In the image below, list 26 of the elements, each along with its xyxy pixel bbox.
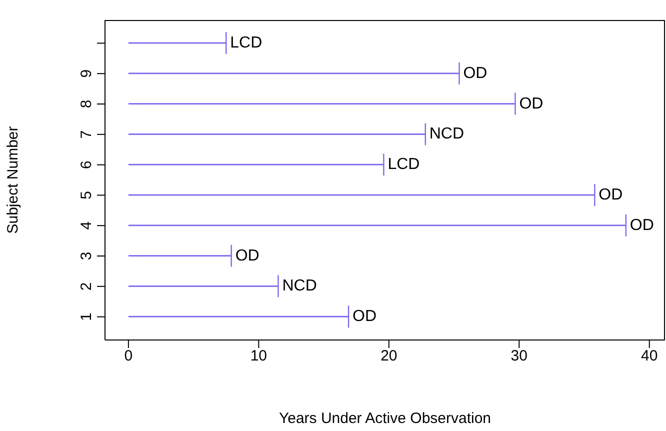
y-axis-title: Subject Number xyxy=(4,126,22,234)
data-label: NCD xyxy=(282,278,317,295)
x-tick-label: 10 xyxy=(250,348,268,365)
x-axis-title: Years Under Active Observation xyxy=(278,410,492,427)
y-tick-label: 5 xyxy=(78,191,95,200)
data-label: OD xyxy=(235,247,260,264)
x-tick-label: 20 xyxy=(380,348,398,365)
data-label: OD xyxy=(598,186,623,204)
y-tick-label: 9 xyxy=(78,69,95,78)
y-tick-label: 6 xyxy=(78,160,95,169)
data-label: OD xyxy=(463,64,488,82)
y-tick-label: 7 xyxy=(78,130,95,139)
data-label: OD xyxy=(519,95,544,112)
data-label: LCD xyxy=(388,156,420,174)
x-tick-label: 40 xyxy=(641,348,658,365)
data-label: OD xyxy=(352,308,377,326)
data-label: OD xyxy=(630,216,654,234)
y-tick-label: 1 xyxy=(78,312,95,321)
x-tick-label: 30 xyxy=(510,348,528,365)
data-label: LCD xyxy=(230,34,262,52)
y-tick-label: 8 xyxy=(78,100,95,108)
x-tick-label: 0 xyxy=(124,348,133,365)
data-label: NCD xyxy=(429,126,464,143)
y-tick-label: 3 xyxy=(78,252,95,260)
y-tick-label: 4 xyxy=(78,221,95,230)
y-tick-label: 2 xyxy=(78,282,95,291)
